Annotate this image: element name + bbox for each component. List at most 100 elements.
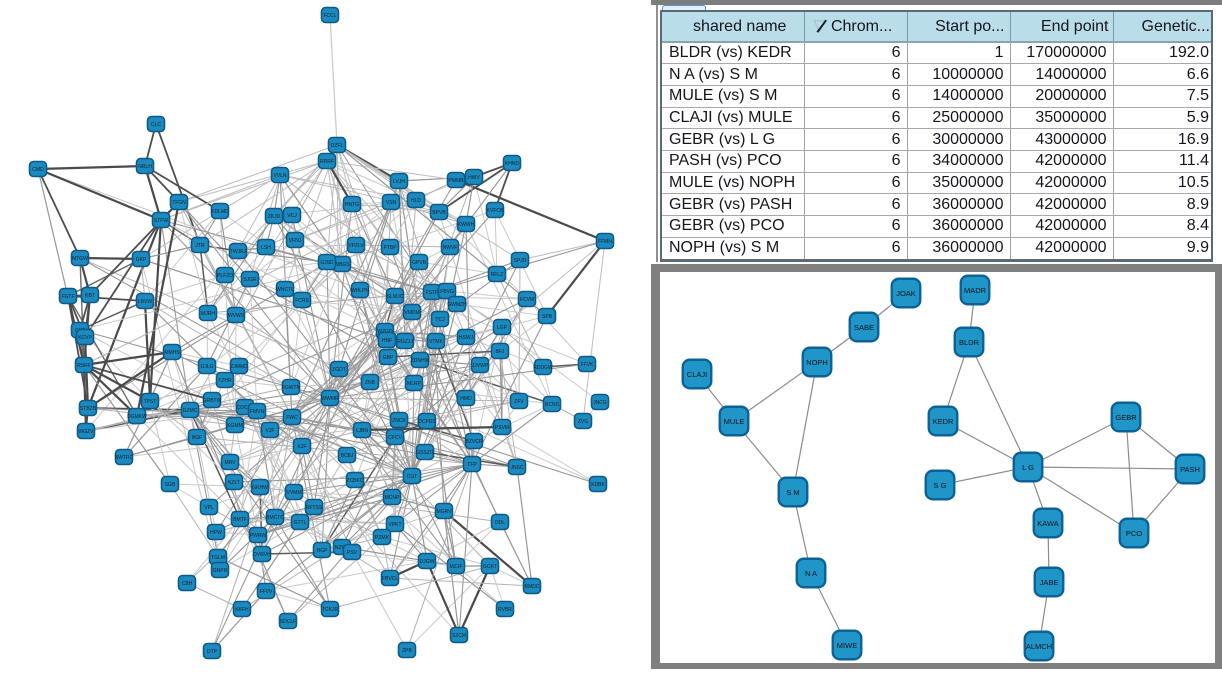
svg-text:KAWA: KAWA bbox=[1037, 519, 1059, 528]
svg-text:RVBR: RVBR bbox=[498, 607, 512, 613]
svg-text:SJGR: SJGR bbox=[243, 277, 257, 283]
svg-text:LGP: LGP bbox=[497, 325, 508, 331]
svg-text:S G: S G bbox=[934, 481, 947, 490]
svg-text:GJSD: GJSD bbox=[320, 260, 334, 266]
svg-text:FBVG: FBVG bbox=[440, 289, 454, 295]
svg-text:L G: L G bbox=[1022, 463, 1034, 472]
svg-text:GSSZG: GSSZG bbox=[416, 450, 434, 456]
svg-text:FBVCL: FBVCL bbox=[382, 576, 398, 582]
svg-text:SABE: SABE bbox=[854, 323, 874, 332]
svg-text:MTGW: MTGW bbox=[72, 256, 88, 262]
svg-text:CBH: CBH bbox=[182, 581, 193, 587]
svg-text:PTBP: PTBP bbox=[383, 245, 397, 251]
svg-text:MCNP: MCNP bbox=[385, 495, 400, 501]
svg-text:KEDR: KEDR bbox=[933, 417, 954, 426]
svg-text:HPW: HPW bbox=[210, 530, 222, 536]
svg-text:FFMN: FFMN bbox=[598, 239, 612, 245]
svg-text:RGZJJ: RGZJJ bbox=[397, 339, 413, 345]
svg-text:KDBK: KDBK bbox=[591, 482, 605, 488]
svg-text:FMVN: FMVN bbox=[250, 409, 265, 415]
svg-text:DDL: DDL bbox=[495, 520, 505, 526]
svg-text:HNTG: HNTG bbox=[345, 202, 359, 208]
svg-text:NRLH: NRLH bbox=[138, 164, 152, 170]
svg-text:CMD: CMD bbox=[32, 167, 44, 173]
svg-text:BFJ: BFJ bbox=[496, 349, 505, 355]
svg-text:RDDGW: RDDGW bbox=[533, 365, 553, 371]
svg-text:RFTSS: RFTSS bbox=[306, 505, 323, 511]
svg-text:GJLG: GJLG bbox=[200, 364, 213, 370]
svg-text:SLMJC: SLMJC bbox=[387, 294, 404, 300]
svg-text:PZMK: PZMK bbox=[375, 535, 390, 541]
svg-text:PSV: PSV bbox=[347, 550, 358, 556]
svg-text:HLD: HLD bbox=[411, 198, 421, 204]
svg-text:BMCTC: BMCTC bbox=[266, 515, 284, 521]
svg-text:ZNB: ZNB bbox=[365, 380, 376, 386]
svg-text:FCCL: FCCL bbox=[323, 13, 336, 19]
svg-text:ZJMMD: ZJMMD bbox=[230, 364, 248, 370]
svg-text:JJVWP: JJVWP bbox=[472, 363, 489, 369]
svg-text:JNCG: JNCG bbox=[593, 400, 607, 406]
svg-text:SPB: SPB bbox=[542, 314, 553, 320]
svg-text:MIWE: MIWE bbox=[837, 641, 857, 650]
svg-text:SDCLF: SDCLF bbox=[280, 619, 296, 625]
svg-text:TGLM: TGLM bbox=[211, 555, 225, 561]
svg-text:FSTP: FSTP bbox=[426, 290, 439, 296]
svg-text:TWJRJ: TWJRJ bbox=[230, 249, 247, 255]
svg-text:GTTL: GTTL bbox=[294, 520, 307, 526]
svg-text:ZVG: ZVG bbox=[578, 419, 588, 425]
svg-text:DGMKW: DGMKW bbox=[127, 414, 147, 420]
svg-text:BGF: BGF bbox=[192, 435, 202, 441]
svg-text:BLDR: BLDR bbox=[959, 338, 980, 347]
svg-text:HSWJ: HSWJ bbox=[459, 335, 474, 341]
svg-text:KVFCB: KVFCB bbox=[487, 208, 504, 214]
svg-text:PASH: PASH bbox=[1180, 465, 1200, 474]
svg-text:LJBN: LJBN bbox=[356, 428, 369, 434]
svg-text:DTP: DTP bbox=[207, 649, 218, 655]
svg-text:N A: N A bbox=[805, 569, 817, 578]
svg-text:WBGS: WBGS bbox=[334, 262, 350, 268]
svg-text:FCRS: FCRS bbox=[295, 298, 309, 304]
svg-text:KGMM: KGMM bbox=[227, 423, 243, 429]
svg-text:GWMZH: GWMZH bbox=[447, 302, 467, 308]
svg-text:TZHR: TZHR bbox=[218, 378, 232, 384]
svg-text:BMTF: BMTF bbox=[233, 517, 247, 523]
svg-text:HNF: HNF bbox=[382, 338, 392, 344]
svg-text:WVWS: WVWS bbox=[228, 313, 245, 319]
svg-text:WGZV: WGZV bbox=[79, 429, 95, 435]
svg-text:GRBTW: GRBTW bbox=[203, 398, 222, 404]
svg-text:RRRF: RRRF bbox=[320, 159, 334, 165]
svg-text:SPJD: SPJD bbox=[514, 258, 527, 264]
svg-text:LSH: LSH bbox=[261, 245, 271, 251]
svg-text:GNPR: GNPR bbox=[213, 568, 228, 574]
svg-text:TPST: TPST bbox=[144, 399, 157, 405]
svg-text:PMMB: PMMB bbox=[449, 178, 465, 184]
svg-text:MZJF: MZJF bbox=[450, 564, 463, 570]
svg-text:HMD: HMD bbox=[460, 396, 472, 402]
svg-text:TFP: TFP bbox=[467, 462, 477, 468]
svg-text:STFW: STFW bbox=[154, 218, 168, 224]
svg-text:FWC: FWC bbox=[286, 415, 298, 421]
svg-text:PWRW: PWRW bbox=[250, 533, 267, 539]
svg-text:BCBJ: BCBJ bbox=[341, 453, 354, 459]
svg-text:JOAK: JOAK bbox=[896, 289, 916, 298]
svg-text:NWVF: NWVF bbox=[443, 245, 458, 251]
svg-text:KWWH: KWWH bbox=[458, 222, 475, 228]
svg-text:DVRVH: DVRVH bbox=[253, 552, 271, 558]
svg-text:GCKT: GCKT bbox=[483, 564, 497, 570]
svg-text:LVJH: LVJH bbox=[393, 179, 405, 185]
svg-text:DCPDS: DCPDS bbox=[418, 419, 436, 425]
svg-text:LBVW: LBVW bbox=[138, 299, 152, 305]
svg-text:CLC: CLC bbox=[151, 122, 161, 128]
svg-text:KHND: KHND bbox=[505, 161, 520, 167]
svg-text:KDLMD: KDLMD bbox=[211, 209, 229, 215]
svg-text:DZFL: DZFL bbox=[331, 143, 344, 149]
svg-text:GEBR: GEBR bbox=[1115, 413, 1137, 422]
svg-text:VJF: VJF bbox=[266, 428, 275, 434]
svg-text:PCO: PCO bbox=[1126, 529, 1142, 538]
svg-text:ZNCK: ZNCK bbox=[392, 418, 406, 424]
svg-text:RFLZ: RFLZ bbox=[491, 272, 504, 278]
svg-text:SZCM: SZCM bbox=[452, 633, 466, 639]
svg-text:GBP: GBP bbox=[383, 355, 394, 361]
svg-text:RMDC: RMDC bbox=[525, 584, 540, 590]
svg-text:MGRV: MGRV bbox=[437, 509, 453, 515]
